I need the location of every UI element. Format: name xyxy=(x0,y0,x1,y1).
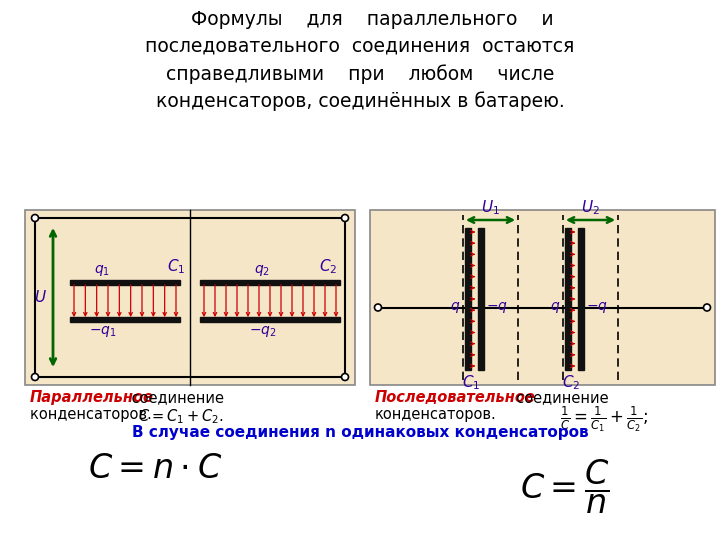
Text: конденсаторов, соединённых в батарею.: конденсаторов, соединённых в батарею. xyxy=(156,91,564,111)
Text: Формулы    для    параллельного    и: Формулы для параллельного и xyxy=(167,10,553,29)
Text: В случае соединения n одинаковых конденсаторов: В случае соединения n одинаковых конденс… xyxy=(132,425,588,440)
Bar xyxy=(200,317,340,322)
Text: $-q$: $-q$ xyxy=(486,300,508,315)
Bar xyxy=(465,228,471,370)
Text: $C_2$: $C_2$ xyxy=(562,373,580,392)
Text: $C = \dfrac{C}{n}$: $C = \dfrac{C}{n}$ xyxy=(521,458,610,516)
Text: $\frac{1}{C} = \frac{1}{C_1} + \frac{1}{C_2};$: $\frac{1}{C} = \frac{1}{C_1} + \frac{1}{… xyxy=(560,404,648,434)
Circle shape xyxy=(703,304,711,311)
Bar xyxy=(70,280,180,285)
Text: $q$: $q$ xyxy=(450,300,460,315)
Text: $q_1$: $q_1$ xyxy=(94,263,111,278)
Circle shape xyxy=(374,304,382,311)
Text: конденсаторов.: конденсаторов. xyxy=(30,407,156,422)
Bar xyxy=(25,210,355,385)
Text: конденсаторов.: конденсаторов. xyxy=(375,407,497,422)
Bar xyxy=(578,228,584,370)
Text: $q_2$: $q_2$ xyxy=(254,263,271,278)
Text: $-q$: $-q$ xyxy=(586,300,608,315)
Bar xyxy=(478,228,484,370)
Bar xyxy=(370,210,715,385)
Text: Последовательное: Последовательное xyxy=(375,390,536,405)
Text: соединение: соединение xyxy=(507,390,608,405)
Text: $-q_2$: $-q_2$ xyxy=(248,324,276,339)
Bar xyxy=(70,317,180,322)
Bar xyxy=(565,228,571,370)
Text: последовательного  соединения  остаются: последовательного соединения остаются xyxy=(145,37,575,56)
Circle shape xyxy=(32,214,38,221)
Text: Параллельное: Параллельное xyxy=(30,390,154,405)
Text: $C_1$: $C_1$ xyxy=(166,257,185,276)
Text: $U$: $U$ xyxy=(34,289,47,306)
Circle shape xyxy=(341,214,348,221)
Text: $U_1$: $U_1$ xyxy=(481,198,500,217)
Bar xyxy=(200,280,340,285)
Circle shape xyxy=(341,374,348,381)
Text: $U_2$: $U_2$ xyxy=(581,198,600,217)
Circle shape xyxy=(32,374,38,381)
Text: соединение: соединение xyxy=(127,390,224,405)
Text: $C = C_1 + C_2.$: $C = C_1 + C_2.$ xyxy=(138,407,224,426)
Text: $C_1$: $C_1$ xyxy=(462,373,480,392)
Text: $q$: $q$ xyxy=(549,300,560,315)
Text: $C = n \cdot C$: $C = n \cdot C$ xyxy=(88,452,222,485)
Text: справедливыми    при    любом    числе: справедливыми при любом числе xyxy=(166,64,554,84)
Text: $C_2$: $C_2$ xyxy=(319,257,337,276)
Text: $-q_1$: $-q_1$ xyxy=(89,324,117,339)
